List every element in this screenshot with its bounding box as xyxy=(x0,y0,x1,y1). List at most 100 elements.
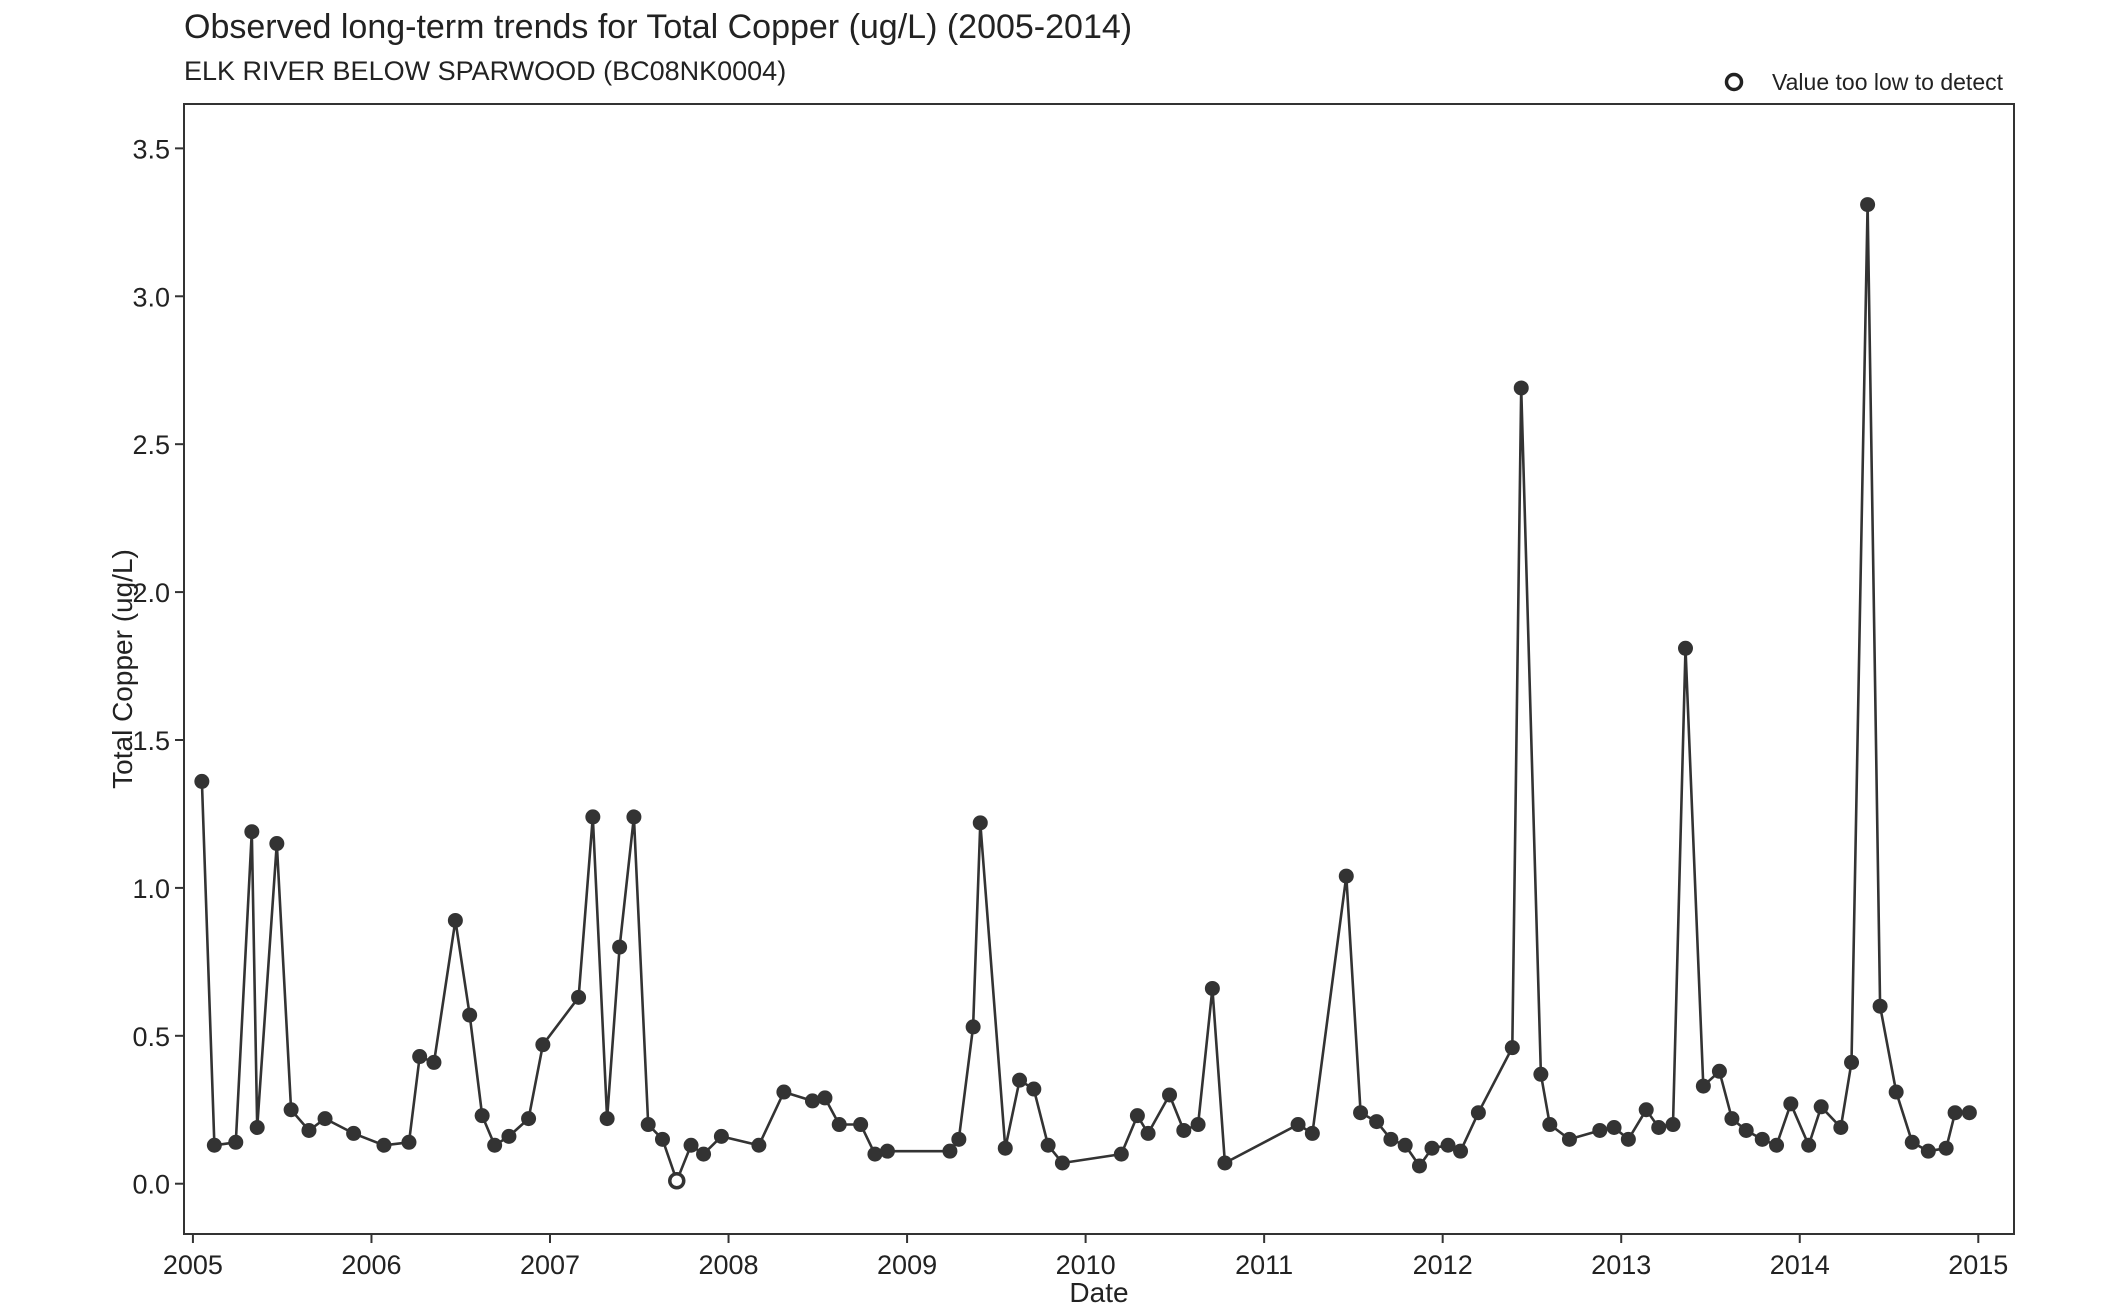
data-point xyxy=(1353,1105,1369,1121)
data-point xyxy=(1711,1063,1727,1079)
x-axis: 2005 2006 2007 2008 2009 2010 2011 2012 2013 2014… xyxy=(163,1234,2008,1280)
data-point xyxy=(1947,1105,1963,1121)
data-point xyxy=(1470,1105,1486,1121)
y-tick-label: 3.5 xyxy=(132,134,170,164)
data-point xyxy=(206,1137,222,1153)
data-point xyxy=(1938,1140,1954,1156)
chart-subtitle: ELK RIVER BELOW SPARWOOD (BC08NK0004) xyxy=(184,56,787,86)
x-tick-label: 2011 xyxy=(1235,1250,1293,1280)
data-point xyxy=(1453,1143,1469,1159)
x-tick-label: 2012 xyxy=(1413,1250,1473,1280)
data-point xyxy=(1592,1122,1608,1138)
data-point xyxy=(462,1007,478,1023)
data-point xyxy=(1129,1108,1145,1124)
data-point xyxy=(474,1108,490,1124)
data-point xyxy=(1140,1125,1156,1141)
data-point xyxy=(1338,868,1354,884)
data-point xyxy=(1054,1155,1070,1171)
data-point xyxy=(1813,1099,1829,1115)
data-point xyxy=(951,1131,967,1147)
data-point xyxy=(626,809,642,825)
data-point xyxy=(804,1093,820,1109)
data-point xyxy=(1204,980,1220,996)
data-point xyxy=(1190,1117,1206,1133)
data-point xyxy=(867,1146,883,1162)
x-tick-label: 2007 xyxy=(520,1250,580,1280)
y-tick-label: 1.5 xyxy=(132,726,170,756)
data-point xyxy=(997,1140,1013,1156)
data-point xyxy=(696,1146,712,1162)
legend: Value too low to detect xyxy=(1724,69,2004,95)
data-point xyxy=(1920,1143,1936,1159)
data-point xyxy=(1383,1131,1399,1147)
x-tick-label: 2013 xyxy=(1591,1250,1651,1280)
y-tick-label: 1.0 xyxy=(132,874,170,904)
x-tick-label: 2015 xyxy=(1948,1250,2008,1280)
data-point xyxy=(1606,1120,1622,1136)
data-point xyxy=(972,815,988,831)
data-point xyxy=(447,912,463,928)
data-point xyxy=(879,1143,895,1159)
data-point xyxy=(244,824,260,840)
data-point xyxy=(1533,1066,1549,1082)
data-point xyxy=(487,1137,503,1153)
data-point xyxy=(521,1111,537,1127)
data-point xyxy=(346,1125,362,1141)
data-point xyxy=(401,1134,417,1150)
legend-open-circle-marker xyxy=(1724,72,1744,92)
data-point xyxy=(317,1111,333,1127)
y-tick-label: 0.5 xyxy=(132,1022,170,1052)
data-point xyxy=(599,1111,615,1127)
data-point xyxy=(1724,1111,1740,1127)
data-point xyxy=(831,1117,847,1133)
series-layer xyxy=(194,197,1977,1190)
series-line xyxy=(200,203,1970,1183)
data-point xyxy=(194,773,210,789)
data-point xyxy=(1162,1087,1178,1103)
data-point xyxy=(585,809,601,825)
data-point xyxy=(1801,1137,1817,1153)
data-point xyxy=(1860,197,1876,213)
data-point xyxy=(1290,1117,1306,1133)
data-point xyxy=(1542,1117,1558,1133)
data-point xyxy=(301,1122,317,1138)
data-point xyxy=(1113,1146,1129,1162)
data-point xyxy=(1411,1158,1427,1174)
data-point xyxy=(640,1117,656,1133)
data-point xyxy=(683,1137,699,1153)
data-point xyxy=(1026,1081,1042,1097)
y-tick-label: 3.0 xyxy=(132,282,170,312)
data-point xyxy=(249,1120,265,1136)
data-point xyxy=(853,1117,869,1133)
data-point xyxy=(269,836,285,852)
data-point xyxy=(1012,1072,1028,1088)
data-point xyxy=(228,1134,244,1150)
x-axis-label: Date xyxy=(1069,1277,1128,1308)
x-tick-label: 2005 xyxy=(163,1250,223,1280)
x-tick-label: 2006 xyxy=(341,1250,401,1280)
data-point xyxy=(1304,1125,1320,1141)
data-point xyxy=(1754,1131,1770,1147)
data-point xyxy=(1961,1105,1977,1121)
data-point xyxy=(376,1137,392,1153)
data-point xyxy=(1665,1117,1681,1133)
data-point xyxy=(501,1128,517,1144)
data-point xyxy=(965,1019,981,1035)
data-point xyxy=(1440,1137,1456,1153)
legend-label: Value too low to detect xyxy=(1772,69,2004,95)
data-point xyxy=(1504,1040,1520,1056)
data-point xyxy=(1695,1078,1711,1094)
data-point xyxy=(1513,380,1529,396)
x-tick-label: 2009 xyxy=(877,1250,937,1280)
data-point xyxy=(426,1054,442,1070)
x-tick-label: 2014 xyxy=(1770,1250,1830,1280)
y-axis: 0.0 0.5 1.0 1.5 2.0 2.5 3.0 3.5 xyxy=(132,134,184,1200)
y-tick-label: 0.0 xyxy=(132,1170,170,1200)
data-point xyxy=(1638,1102,1654,1118)
data-point xyxy=(1783,1096,1799,1112)
data-point xyxy=(1833,1120,1849,1136)
data-point xyxy=(1904,1134,1920,1150)
chart-title: Observed long-term trends for Total Copp… xyxy=(184,8,1133,46)
y-axis-label: Total Copper (ug/L) xyxy=(107,549,138,789)
data-point xyxy=(1844,1054,1860,1070)
